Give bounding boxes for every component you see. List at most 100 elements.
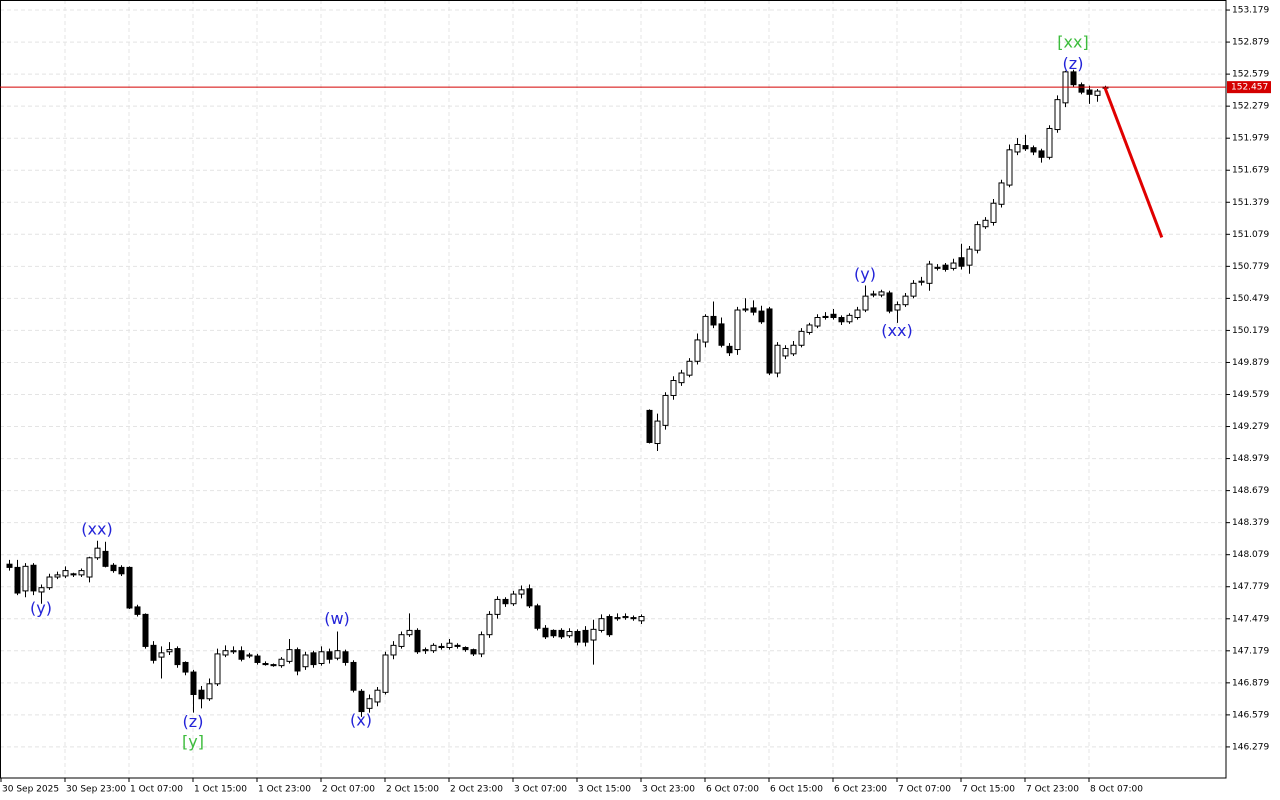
candle-body [470, 649, 477, 655]
candle-body [782, 347, 789, 357]
candle-body [254, 655, 261, 663]
candle-body [142, 613, 149, 647]
candle-body [534, 605, 541, 629]
candle-body [662, 394, 669, 426]
y-tick-label: 148.079 [1232, 550, 1269, 560]
price-label-box [1227, 81, 1271, 94]
candle-body [430, 644, 437, 652]
candle-body [614, 617, 621, 620]
y-tick-label: 149.579 [1232, 390, 1269, 400]
candle-body [638, 616, 645, 622]
candle-body [630, 617, 637, 620]
y-tick-label: 151.079 [1232, 230, 1269, 240]
candle-body [278, 658, 285, 667]
candle-body [878, 291, 885, 296]
candle-body [238, 650, 245, 660]
candle-body [582, 629, 589, 643]
candle-body [758, 310, 765, 323]
y-tick-label: 152.279 [1232, 102, 1269, 112]
x-tick-label: 1 Oct 07:00 [130, 785, 183, 795]
x-tick-label: 1 Oct 15:00 [194, 785, 247, 795]
x-tick-label: 6 Oct 23:00 [834, 785, 887, 795]
candle-body [694, 339, 701, 362]
candle-body [862, 295, 869, 311]
x-tick-label: 3 Oct 15:00 [578, 785, 631, 795]
candle-body [854, 309, 861, 319]
plot-frame [0, 0, 1227, 779]
candle-body [326, 651, 333, 660]
y-tick-label: 150.479 [1232, 294, 1269, 304]
candle-body [766, 308, 773, 374]
y-tick-label: 148.379 [1232, 518, 1269, 528]
candle-body [414, 629, 421, 653]
y-tick-label: 149.879 [1232, 358, 1269, 368]
candle-body [46, 576, 53, 589]
candle-body [1006, 149, 1013, 186]
candle-body [838, 317, 845, 323]
candle-body [982, 219, 989, 228]
candle-body [86, 557, 93, 578]
wave-label: (w) [324, 609, 350, 628]
y-tick-label: 151.979 [1232, 134, 1269, 144]
candle-body [126, 566, 133, 609]
x-tick-label: 3 Oct 07:00 [514, 785, 567, 795]
y-tick-label: 146.279 [1232, 742, 1269, 752]
candle-body [606, 616, 613, 636]
candle-body [566, 630, 573, 637]
candle-body [502, 598, 509, 605]
candle-body [78, 570, 85, 576]
candle-body [1038, 150, 1045, 158]
candle-body [542, 627, 549, 638]
y-tick-label: 152.579 [1232, 70, 1269, 80]
candle-body [294, 649, 301, 672]
wave-label: (xx) [881, 321, 912, 340]
wave-label: (x) [350, 711, 372, 730]
candle-body [230, 650, 237, 653]
candle-body [166, 649, 173, 653]
candle-body [30, 564, 37, 592]
candle-body [958, 257, 965, 267]
candle-body [406, 629, 413, 636]
candle-body [222, 650, 229, 656]
candle-body [646, 409, 653, 443]
x-tick-label: 2 Oct 07:00 [322, 785, 375, 795]
x-tick-label: 6 Oct 07:00 [706, 785, 759, 795]
candle-body [486, 613, 493, 636]
x-tick-label: 6 Oct 15:00 [770, 785, 823, 795]
candle-body [1094, 90, 1101, 96]
candle-body [894, 304, 901, 311]
price-label: 152.457 [1231, 83, 1268, 93]
candle-body [94, 547, 101, 559]
y-tick-label: 146.579 [1232, 710, 1269, 720]
candle-body [350, 661, 357, 691]
candle-body [558, 629, 565, 638]
x-tick-label: 3 Oct 23:00 [642, 785, 695, 795]
candle-body [1070, 71, 1077, 86]
candle-body [550, 629, 557, 637]
candle-body [6, 563, 13, 568]
candle-body [950, 262, 957, 269]
candle-body [302, 654, 309, 668]
candle-body [726, 345, 733, 354]
candle-body [318, 651, 325, 665]
candle-body [446, 642, 453, 648]
candle-body [518, 589, 525, 595]
candle-body [678, 372, 685, 384]
candle-body [742, 308, 749, 311]
wave-label: (z) [1063, 54, 1084, 73]
candle-body [1014, 143, 1021, 153]
candle-body [494, 598, 501, 615]
y-tick-label: 150.179 [1232, 326, 1269, 336]
candle-body [1046, 127, 1053, 158]
y-tick-label: 151.679 [1232, 166, 1269, 176]
wave-label: (y) [854, 264, 876, 283]
candle-body [382, 654, 389, 693]
candle-body [902, 295, 909, 306]
candle-body [134, 606, 141, 615]
wave-label: (z) [183, 712, 204, 731]
candle-body [462, 646, 469, 651]
y-tick-label: 147.779 [1232, 582, 1269, 592]
candle-body [734, 309, 741, 351]
